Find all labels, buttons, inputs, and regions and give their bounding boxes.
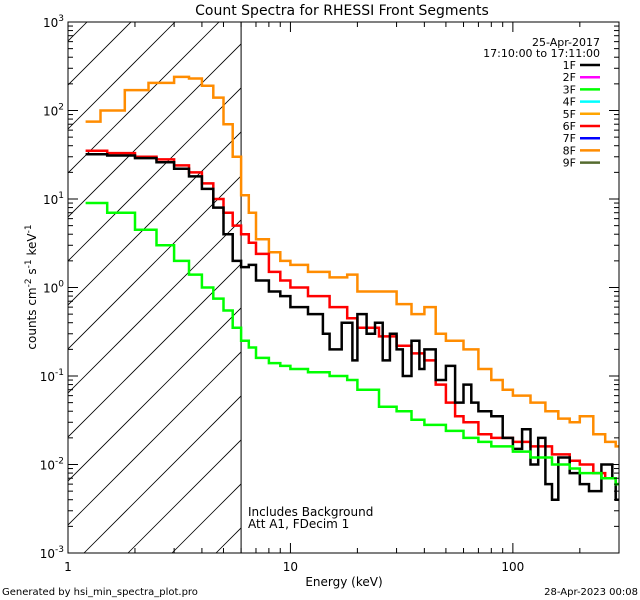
legend-label: 4F: [563, 96, 576, 109]
background-hatch: [0, 0, 640, 553]
legend-label: 3F: [563, 83, 576, 96]
hatch-line: [260, 0, 640, 553]
legend-label: 8F: [563, 144, 576, 157]
hatch-line: [348, 0, 640, 553]
series-1F: [85, 153, 619, 501]
footer-generated-by: Generated by hsi_min_spectra_plot.pro: [2, 587, 198, 598]
legend-label: 9F: [563, 157, 576, 170]
y-tick-label: 10-1: [40, 368, 64, 384]
hatch-line: [304, 0, 640, 553]
y-tick-label: 10-2: [40, 457, 64, 473]
annotation-attenuator: Att A1, FDecim 1: [248, 517, 349, 531]
x-axis-ticks: [67, 22, 620, 553]
hatch-line: [68, 22, 176, 130]
hatch-line: [127, 439, 242, 553]
legend-time-range: 17:10:00 to 17:11:00: [483, 47, 600, 60]
y-tick-label: 10-3: [40, 545, 64, 561]
y-axis-ticks: [68, 25, 619, 554]
hatch-line: [68, 307, 242, 482]
legend-label: 1F: [563, 59, 576, 72]
hatch-line: [83, 395, 242, 553]
hatch-line: [68, 22, 220, 174]
hatch-line: [68, 22, 88, 42]
hatch-line: [68, 175, 242, 350]
hatch-line: [68, 43, 242, 218]
series-group: [85, 75, 619, 501]
legend-label: 5F: [563, 108, 576, 121]
hatch-line: [68, 219, 242, 394]
series-6F: [85, 149, 619, 486]
hatch-line: [68, 22, 132, 86]
legend-date: 25-Apr-2017: [532, 36, 600, 49]
hatch-line: [68, 263, 242, 438]
legend-label: 7F: [563, 132, 576, 145]
y-tick-label: 102: [43, 103, 64, 119]
hatch-line: [68, 131, 242, 306]
annotation-background: Includes Background: [248, 505, 373, 519]
hatch-line: [68, 351, 242, 526]
x-axis-label: Energy (keV): [305, 575, 382, 589]
series-8F: [85, 75, 619, 448]
y-axis-tick-labels: 103 102 101 100 10-1 10-2 10-3: [40, 14, 65, 561]
legend-label: 6F: [563, 120, 576, 133]
y-tick-label: 101: [43, 191, 64, 207]
y-tick-label: 103: [43, 14, 64, 30]
hatch-line: [68, 87, 242, 262]
x-tick-label: 100: [501, 560, 524, 574]
x-tick-label: 10: [283, 560, 298, 574]
y-tick-label: 100: [43, 280, 64, 296]
series-3F: [85, 201, 619, 486]
legend-label: 2F: [563, 71, 576, 84]
hatch-line: [0, 0, 112, 553]
chart-title: Count Spectra for RHESSI Front Segments: [195, 3, 489, 19]
x-axis-tick-labels: 1 10 100: [64, 560, 524, 574]
y-axis-label: counts cm-2 s-1 keV-1: [24, 224, 39, 349]
footer-timestamp: 28-Apr-2023 00:08: [544, 587, 638, 598]
plot-frame: [67, 21, 620, 554]
x-tick-label: 1: [64, 560, 72, 574]
legend: 25-Apr-2017 17:10:00 to 17:11:00 1F2F3F4…: [483, 36, 600, 170]
